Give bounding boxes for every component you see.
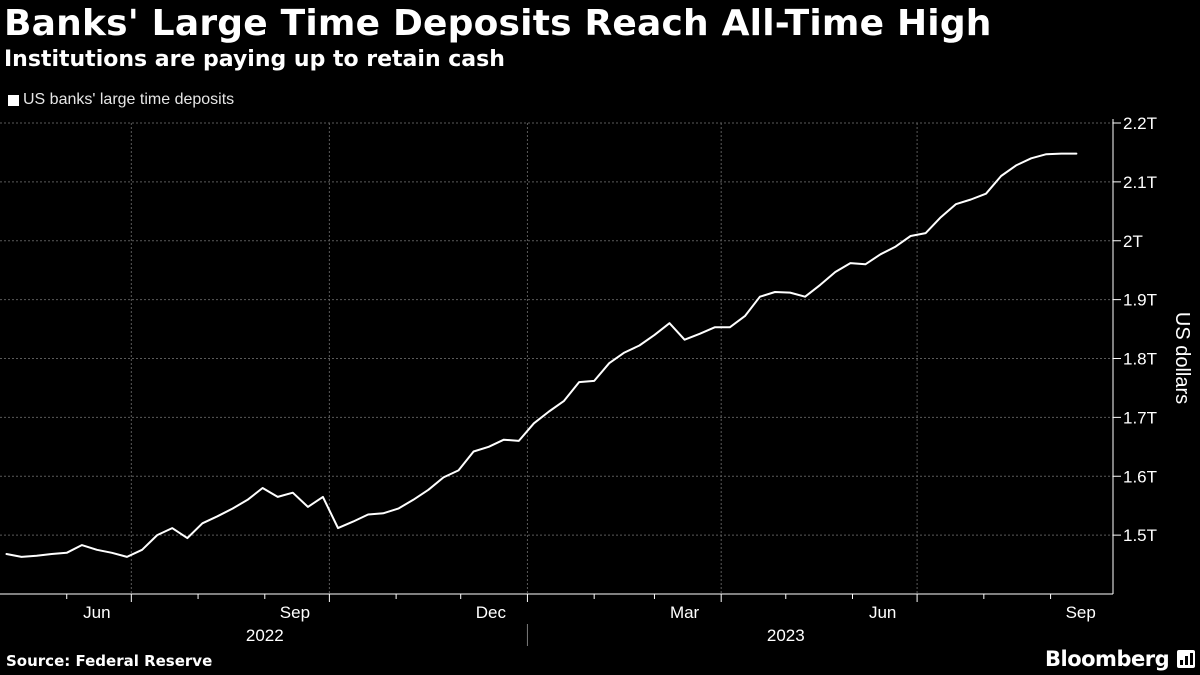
y-tick-label: 2T — [1123, 232, 1143, 251]
y-tick-label: 1.7T — [1123, 408, 1157, 427]
axes: 1.5T 1.6T 1.7T 1.8T 1.9T 2T 2.1T 2.2T Jun Sep Dec M… — [0, 114, 1157, 646]
x-tick-label: Mar — [670, 603, 700, 622]
year-label: 2022 — [246, 626, 284, 645]
x-tick-label: Sep — [280, 603, 310, 622]
y-tick-label: 1.9T — [1123, 291, 1157, 310]
chart-icon — [1177, 650, 1195, 668]
chart-subtitle: Institutions are paying up to retain cas… — [4, 47, 505, 72]
series-group — [5, 152, 1078, 558]
x-tick-label: Jun — [83, 603, 110, 622]
brand-logo: Bloomberg — [1045, 647, 1170, 671]
y-tick-label: 1.5T — [1123, 526, 1157, 545]
series-line — [5, 152, 1078, 558]
year-label: 2023 — [767, 626, 805, 645]
y-tick-label: 1.6T — [1123, 467, 1157, 486]
y-tick-label: 2.2T — [1123, 114, 1157, 133]
legend-swatch — [8, 94, 19, 106]
x-tick-label: Sep — [1066, 603, 1096, 622]
y-tick-label: 1.8T — [1123, 350, 1157, 369]
x-tick-label: Dec — [476, 603, 507, 622]
legend-label: US banks' large time deposits — [23, 91, 235, 108]
grid — [0, 122, 1113, 594]
y-tick-label: 2.1T — [1123, 173, 1157, 192]
x-tick-label: Jun — [869, 603, 896, 622]
chart-title: Banks' Large Time Deposits Reach All-Tim… — [4, 3, 992, 44]
source-note: Source: Federal Reserve — [6, 652, 213, 670]
legend: US banks' large time deposits — [8, 89, 234, 111]
y-axis-label: US dollars — [1171, 312, 1193, 404]
